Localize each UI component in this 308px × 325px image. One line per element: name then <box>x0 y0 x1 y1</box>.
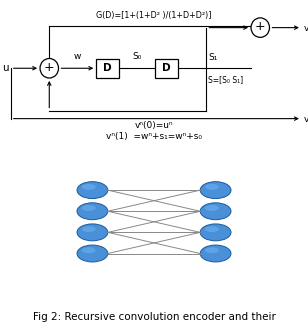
Text: S₀: S₀ <box>132 52 142 61</box>
Ellipse shape <box>200 203 231 220</box>
Ellipse shape <box>200 224 231 241</box>
Ellipse shape <box>82 205 95 211</box>
Ellipse shape <box>205 226 219 232</box>
Text: D: D <box>162 63 171 73</box>
Ellipse shape <box>77 203 108 220</box>
Ellipse shape <box>200 182 231 199</box>
Ellipse shape <box>82 226 95 232</box>
Ellipse shape <box>205 184 219 190</box>
Ellipse shape <box>77 182 108 199</box>
Circle shape <box>251 18 270 37</box>
Text: u: u <box>2 63 9 73</box>
Text: S=[S₀ S₁]: S=[S₀ S₁] <box>208 75 243 84</box>
Text: vⁿ(1)  =wⁿ+s₁=wⁿ+s₀: vⁿ(1) =wⁿ+s₁=wⁿ+s₀ <box>106 132 202 141</box>
Text: +: + <box>44 61 55 74</box>
FancyBboxPatch shape <box>96 59 120 78</box>
Text: w: w <box>74 52 81 61</box>
Text: G(D)=[1+(1+D² )/(1+D+D²)]: G(D)=[1+(1+D² )/(1+D+D²)] <box>96 11 212 20</box>
Text: v$^{(0)}$: v$^{(0)}$ <box>303 112 308 125</box>
Ellipse shape <box>77 224 108 241</box>
Ellipse shape <box>82 184 95 190</box>
Text: D: D <box>103 63 112 73</box>
Text: Fig 2: Recursive convolution encoder and their: Fig 2: Recursive convolution encoder and… <box>33 312 275 322</box>
Text: +: + <box>255 20 265 33</box>
Circle shape <box>40 58 59 78</box>
FancyBboxPatch shape <box>155 59 178 78</box>
Text: vⁿ(0)=uⁿ: vⁿ(0)=uⁿ <box>135 121 173 130</box>
Ellipse shape <box>82 247 95 253</box>
Ellipse shape <box>200 245 231 262</box>
Text: S₁: S₁ <box>208 53 217 62</box>
Ellipse shape <box>205 205 219 211</box>
Text: v$^{(1)}$: v$^{(1)}$ <box>303 21 308 34</box>
Ellipse shape <box>205 247 219 253</box>
Ellipse shape <box>77 245 108 262</box>
